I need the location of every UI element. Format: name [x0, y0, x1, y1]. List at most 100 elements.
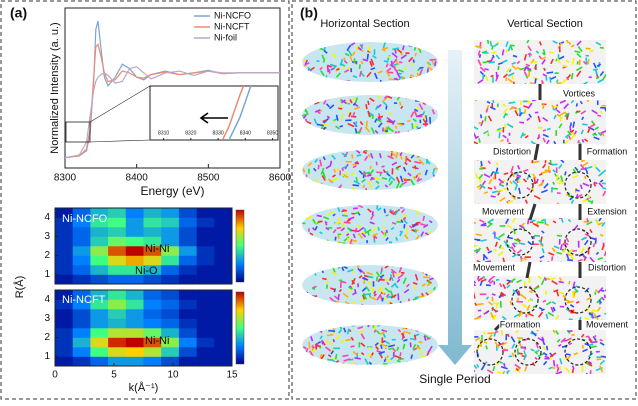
spin — [554, 360, 555, 366]
spin — [306, 213, 307, 217]
x-tick-label: 0 — [52, 370, 58, 381]
spin — [338, 294, 339, 299]
spin — [321, 244, 322, 249]
spin — [419, 80, 425, 82]
spin — [301, 69, 306, 72]
heat-cell — [197, 265, 215, 275]
spin — [547, 129, 551, 130]
spin — [559, 282, 564, 283]
spin — [496, 280, 499, 281]
spin — [557, 236, 562, 237]
heat-cell — [55, 338, 73, 348]
spin — [427, 73, 432, 77]
heat-cell — [179, 265, 197, 275]
spin — [327, 281, 328, 284]
spin — [300, 98, 304, 102]
heat-cell — [144, 208, 162, 218]
spin — [512, 75, 513, 79]
spin — [307, 208, 309, 212]
spin — [304, 70, 309, 73]
heat-cell — [144, 347, 162, 357]
spin — [335, 263, 340, 266]
spin — [304, 354, 310, 356]
heat-cell — [197, 309, 215, 319]
spin — [322, 278, 326, 279]
spin — [389, 211, 393, 212]
spin — [302, 216, 307, 218]
spin — [368, 347, 371, 348]
heat-cell — [126, 290, 144, 300]
heat-cell — [197, 290, 215, 300]
heat-cell — [214, 328, 232, 338]
heat-cell — [161, 357, 179, 367]
x-axis-label: Energy (eV) — [140, 184, 204, 198]
spin — [306, 215, 307, 219]
y-tick-label: 2 — [44, 332, 50, 343]
heat-cell — [144, 290, 162, 300]
spin — [419, 342, 422, 343]
heat-cell — [144, 357, 162, 367]
x-tick-label: 8340 — [240, 130, 251, 136]
spin — [416, 222, 420, 223]
spin — [298, 289, 302, 294]
heat-cell — [90, 246, 108, 256]
heat-cell — [73, 319, 91, 329]
spin — [384, 347, 388, 348]
spin — [502, 330, 503, 335]
spin — [522, 259, 523, 263]
heat-cell — [214, 246, 232, 256]
spin — [432, 299, 436, 302]
spin — [557, 83, 562, 84]
heat-cell — [161, 275, 179, 285]
spin — [531, 62, 537, 63]
spin — [430, 76, 434, 77]
spin — [495, 331, 498, 332]
heat-cell — [161, 265, 179, 275]
spin — [340, 126, 343, 127]
spin — [427, 148, 430, 150]
spin — [406, 362, 408, 364]
spin — [551, 278, 555, 279]
footer-label: Single Period — [419, 372, 490, 386]
spin — [549, 52, 554, 53]
spin — [430, 123, 432, 128]
spin — [569, 319, 573, 320]
spin — [543, 130, 546, 131]
spin — [570, 126, 571, 133]
spin — [496, 130, 502, 131]
spin — [415, 265, 420, 266]
spin — [388, 348, 393, 349]
spin — [300, 157, 303, 161]
spin — [409, 44, 414, 46]
spin — [517, 298, 518, 302]
spin — [303, 360, 308, 364]
step-label: Extension — [587, 206, 627, 216]
spin — [311, 152, 313, 155]
legend-label: Ni-foil — [214, 32, 237, 42]
spin — [420, 363, 425, 366]
spin — [406, 326, 409, 329]
spin — [353, 208, 358, 209]
spin — [406, 80, 409, 82]
spin — [336, 69, 339, 70]
spin — [324, 326, 326, 330]
spin — [601, 111, 602, 114]
spin — [309, 342, 310, 349]
spin — [423, 277, 430, 278]
spin — [435, 61, 436, 66]
spin — [479, 138, 480, 142]
spin — [529, 70, 530, 76]
spin — [410, 77, 415, 81]
spin — [572, 73, 573, 79]
spin — [393, 134, 394, 137]
x-tick-label: 8330 — [213, 130, 224, 136]
spin — [346, 339, 352, 340]
spin — [410, 75, 414, 76]
spin — [419, 67, 423, 68]
heat-cell — [90, 265, 108, 275]
heat-cell — [108, 256, 126, 266]
spin — [402, 76, 403, 80]
spin — [299, 217, 302, 218]
spin — [304, 292, 309, 293]
